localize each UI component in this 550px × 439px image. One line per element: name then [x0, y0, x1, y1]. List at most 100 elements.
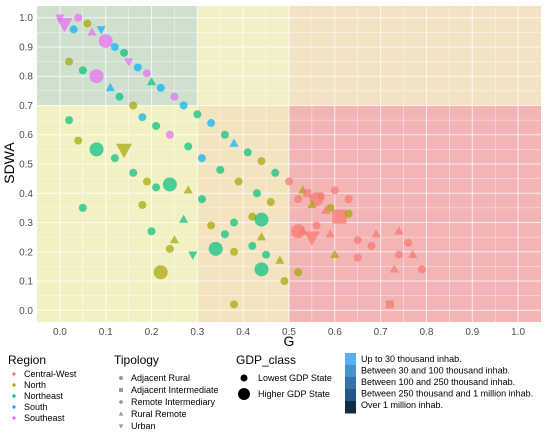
x-tick-label: 0.6	[328, 327, 342, 338]
data-point	[74, 136, 83, 145]
x-tick-label: 0.8	[420, 327, 434, 338]
background-zone	[289, 105, 541, 323]
legend-region: Region Central-WestNorthNortheastSouthSo…	[8, 353, 77, 423]
legend-region-title: Region	[8, 353, 46, 367]
data-point	[257, 157, 266, 166]
data-point	[152, 183, 161, 192]
data-point	[115, 92, 124, 101]
data-point	[65, 57, 74, 66]
data-point	[142, 177, 151, 186]
legend-tipology-label: Remote Intermediary	[131, 397, 216, 407]
x-axis-ticks: 0.0 0.1 0.2 0.3 0.4 0.5 0.6 0.7 0.8 0.9 1.0	[53, 327, 526, 338]
data-point	[326, 203, 335, 212]
legend-tipology-swatch	[118, 399, 124, 405]
data-point	[147, 227, 156, 236]
legend-region-swatch	[12, 405, 16, 409]
data-point	[110, 154, 119, 163]
data-point	[216, 165, 225, 174]
legend-region-swatch	[12, 416, 16, 420]
data-point	[330, 249, 340, 258]
x-axis-title: G	[284, 333, 295, 349]
x-tick-label: 0.7	[374, 327, 388, 338]
data-point	[230, 247, 239, 256]
data-point	[78, 66, 87, 75]
y-tick-label: 0.0	[19, 306, 33, 317]
data-point	[332, 209, 347, 224]
data-point	[78, 203, 87, 212]
legend-tipology-label: Adjacent Rural	[131, 373, 190, 383]
data-point	[294, 195, 303, 204]
y-tick-label: 1.0	[19, 13, 33, 24]
legend-tipology-swatch	[119, 376, 123, 380]
data-point	[230, 218, 239, 227]
legend-gdp-class-title: GDP_class	[236, 353, 296, 367]
data-point	[275, 255, 285, 264]
x-tick-label: 0.4	[236, 327, 250, 338]
legend-population-label: Between 250 thousand and 1 million inhab…	[361, 389, 533, 399]
data-point	[404, 239, 413, 247]
legend-region-swatch	[12, 383, 16, 387]
legend-population-label: Between 30 and 100 thousand inhab.	[361, 366, 510, 376]
data-point	[165, 244, 174, 253]
data-point	[208, 241, 223, 256]
data-point	[56, 17, 73, 33]
data-point	[385, 300, 394, 309]
legend-tipology-swatch	[118, 411, 124, 416]
data-point	[285, 177, 293, 186]
legend-population-label: Over 1 million inhab.	[361, 400, 443, 410]
data-point	[243, 148, 252, 157]
data-point	[169, 235, 180, 244]
data-point	[417, 265, 426, 274]
legend-population-swatch	[345, 401, 356, 414]
legend-tipology-label: Urban	[131, 421, 156, 431]
data-point	[170, 92, 179, 101]
data-point	[96, 26, 106, 35]
data-point	[98, 34, 113, 49]
y-tick-label: 0.2	[19, 247, 33, 258]
data-point	[389, 264, 399, 273]
y-tick-label: 0.8	[19, 72, 33, 83]
data-point	[230, 300, 239, 309]
data-point	[330, 186, 339, 195]
data-point	[207, 221, 216, 230]
x-tick-label: 0.5	[282, 327, 296, 338]
legend-gdp-label: Lowest GDP State	[258, 373, 332, 383]
legend-tipology-label: Adjacent Intermediate	[131, 385, 219, 395]
data-point	[83, 19, 92, 28]
legend-tipology-label: Rural Remote	[131, 409, 187, 419]
background-zone	[37, 105, 198, 323]
data-point	[197, 154, 206, 163]
y-tick-label: 0.9	[19, 42, 33, 53]
y-axis-ticks: 0.0 0.1 0.2 0.3 0.4 0.5 0.6 0.7 0.8 0.9 1.0	[19, 13, 33, 317]
data-point	[294, 268, 303, 277]
legend-region-label: North	[24, 380, 46, 390]
data-point	[367, 241, 376, 250]
data-point	[307, 199, 317, 209]
legend-region-label: South	[24, 402, 48, 412]
legend-gdp-swatch	[238, 388, 250, 400]
data-point	[248, 241, 257, 250]
data-point	[207, 119, 216, 128]
legend-population-swatch	[345, 389, 356, 402]
data-point	[129, 168, 138, 177]
y-tick-label: 0.1	[19, 277, 33, 288]
data-point	[317, 192, 326, 201]
data-point	[179, 214, 189, 223]
x-tick-label: 0.2	[145, 327, 159, 338]
legend-population-swatch	[345, 353, 356, 366]
data-point	[408, 249, 418, 258]
data-point	[271, 168, 280, 177]
x-tick-label: 0.3	[190, 327, 204, 338]
data-point	[110, 42, 119, 51]
data-point	[193, 110, 202, 119]
legend-tipology-swatch	[118, 424, 124, 429]
x-tick-label: 0.9	[465, 327, 479, 338]
x-tick-label: 1.0	[511, 327, 525, 338]
legend-tipology-swatch	[119, 388, 123, 392]
data-point	[353, 253, 362, 262]
data-point	[89, 69, 104, 84]
data-point	[234, 177, 243, 186]
data-point	[254, 262, 269, 277]
grid	[37, 6, 541, 322]
